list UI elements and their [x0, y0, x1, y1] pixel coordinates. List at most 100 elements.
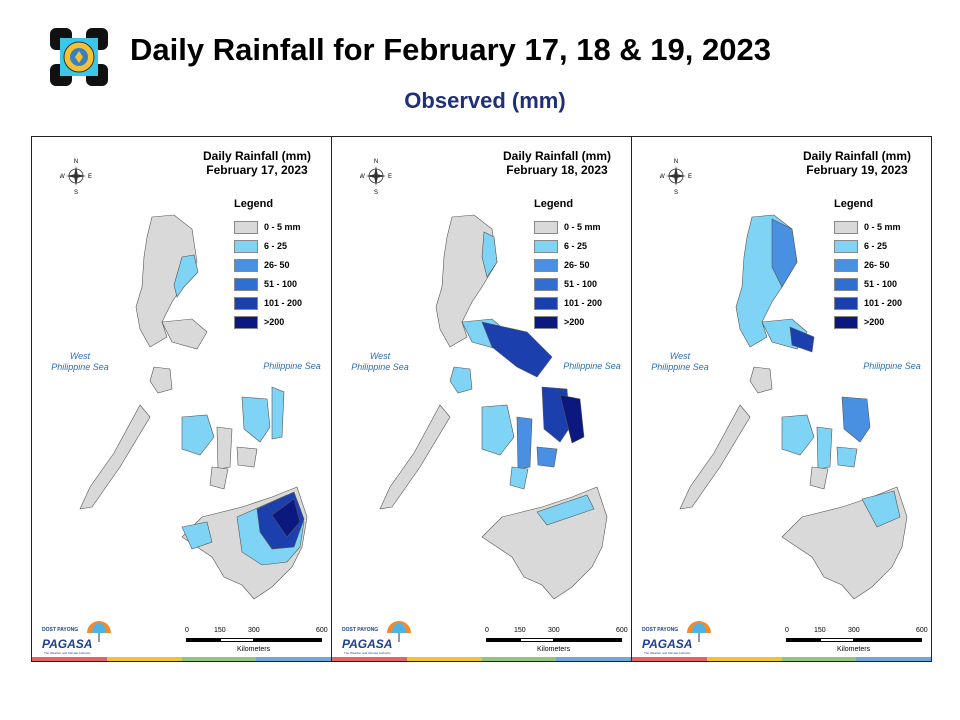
compass-w: W: [60, 174, 65, 180]
west-sea-line2: Philippine Sea: [351, 362, 409, 372]
panel-title-line1: Daily Rainfall (mm): [202, 149, 312, 163]
legend-swatch: [534, 278, 558, 291]
footer-stripe: [32, 657, 331, 661]
legend-swatch: [534, 221, 558, 234]
compass-e: E: [388, 174, 392, 180]
compass-e: E: [688, 174, 692, 180]
pagasa-wordmark: PAGASA: [642, 637, 693, 651]
pagasa-logo: DOST PAYONG PAGASA The Weather and Clima…: [636, 621, 716, 655]
scale-segment: [254, 638, 322, 642]
west-philippine-sea-label: West Philippine Sea: [650, 351, 710, 373]
compass-e: E: [88, 174, 92, 180]
legend-label: >200: [264, 317, 285, 327]
compass-s: S: [674, 190, 678, 195]
compass-n: N: [374, 159, 378, 165]
pagasa-tagline: The Weather and Climate Authority: [44, 651, 91, 655]
legend-swatch: [234, 278, 258, 291]
umbrella-icon: [87, 621, 111, 642]
footer-stripe: [632, 657, 931, 661]
west-philippine-sea-label: West Philippine Sea: [350, 351, 410, 373]
pagasa-tagline: The Weather and Climate Authority: [344, 651, 391, 655]
scale-tick-600: 600: [616, 627, 628, 634]
compass-rose-icon: N S W E: [60, 159, 92, 195]
legend-swatch: [534, 240, 558, 253]
legend-swatch: [534, 316, 558, 329]
legend-label: 6 - 25: [864, 241, 888, 251]
legend-label: 0 - 5 mm: [264, 222, 301, 232]
legend-label: 101 - 200: [864, 298, 903, 308]
philippine-sea-label: Philippine Sea: [863, 361, 921, 371]
legend-swatch: [234, 297, 258, 310]
legend-swatch: [834, 240, 858, 253]
scale-segment: [554, 638, 622, 642]
page-subtitle: Observed (mm): [404, 88, 566, 113]
rainfall-panel-feb-18: N S W E Daily Rainfall (mm) February 18,…: [332, 137, 632, 661]
legend-label: >200: [564, 317, 585, 327]
panel-title-line2: February 18, 2023: [506, 163, 608, 177]
legend-swatch: [834, 297, 858, 310]
panel-title: Daily Rainfall (mm) February 19, 2023: [792, 149, 922, 177]
compass-s: S: [74, 190, 78, 195]
rainfall-panel-feb-17: N S W E Daily Rainfall (mm) February 17,…: [32, 137, 332, 661]
west-sea-line2: Philippine Sea: [51, 362, 109, 372]
umbrella-icon: [387, 621, 411, 642]
compass-s: S: [374, 190, 378, 195]
west-sea-line1: West: [669, 351, 691, 361]
legend-label: 6 - 25: [564, 241, 588, 251]
legend-swatch: [834, 259, 858, 272]
pagasa-prefix: DOST PAYONG: [642, 627, 679, 633]
pagasa-wordmark: PAGASA: [342, 637, 393, 651]
scale-tick-150: 150: [214, 627, 226, 634]
legend-swatch: [534, 297, 558, 310]
legend-label: >200: [864, 317, 885, 327]
pagasa-prefix: DOST PAYONG: [342, 627, 379, 633]
umbrella-icon: [687, 621, 711, 642]
scale-segment: [486, 638, 520, 642]
philippines-map: [679, 214, 908, 600]
compass-w: W: [660, 174, 665, 180]
legend-label: 0 - 5 mm: [564, 222, 601, 232]
pagasa-prefix: DOST PAYONG: [42, 627, 79, 633]
scale-segment: [220, 638, 254, 642]
scale-tick-0: 0: [185, 627, 189, 634]
scale-unit: Kilometers: [537, 646, 571, 653]
legend-label: 6 - 25: [264, 241, 288, 251]
scale-segment: [854, 638, 922, 642]
rainfall-panels: N S W E Daily Rainfall (mm) February 17,…: [31, 136, 932, 662]
compass-rose-icon: N S W E: [660, 159, 692, 195]
dost-logo: [48, 26, 110, 88]
legend-label: 51 - 100: [564, 279, 598, 289]
scale-segment: [186, 638, 220, 642]
legend-swatch: [834, 278, 858, 291]
scale-tick-150: 150: [514, 627, 526, 634]
philippines-map: [79, 214, 308, 600]
legend-swatch: [234, 316, 258, 329]
compass-n: N: [74, 159, 78, 165]
scale-tick-150: 150: [814, 627, 826, 634]
legend-label: 26- 50: [264, 260, 290, 270]
west-sea-line1: West: [369, 351, 391, 361]
scale-tick-0: 0: [485, 627, 489, 634]
legend-label: 51 - 100: [864, 279, 898, 289]
panel-title: Daily Rainfall (mm) February 17, 2023: [192, 149, 322, 177]
compass-n: N: [674, 159, 678, 165]
scale-segment: [820, 638, 854, 642]
legend-label: 26- 50: [864, 260, 890, 270]
scale-segment: [520, 638, 554, 642]
panel-title: Daily Rainfall (mm) February 18, 2023: [492, 149, 622, 177]
panel-title-line2: February 17, 2023: [206, 163, 308, 177]
legend-label: 51 - 100: [264, 279, 298, 289]
legend-swatch: [234, 221, 258, 234]
scale-segment: [786, 638, 820, 642]
legend-swatch: [834, 221, 858, 234]
legend-swatch: [234, 259, 258, 272]
compass-w: W: [360, 174, 365, 180]
legend-swatch: [534, 259, 558, 272]
scale-bar: 0 150 300 600 Kilometers: [782, 627, 928, 657]
west-sea-line1: West: [69, 351, 91, 361]
scale-tick-300: 300: [848, 627, 860, 634]
west-sea-line2: Philippine Sea: [651, 362, 709, 372]
legend-title: Legend: [534, 198, 574, 210]
panel-title-line1: Daily Rainfall (mm): [802, 149, 912, 163]
legend-label: 101 - 200: [564, 298, 603, 308]
